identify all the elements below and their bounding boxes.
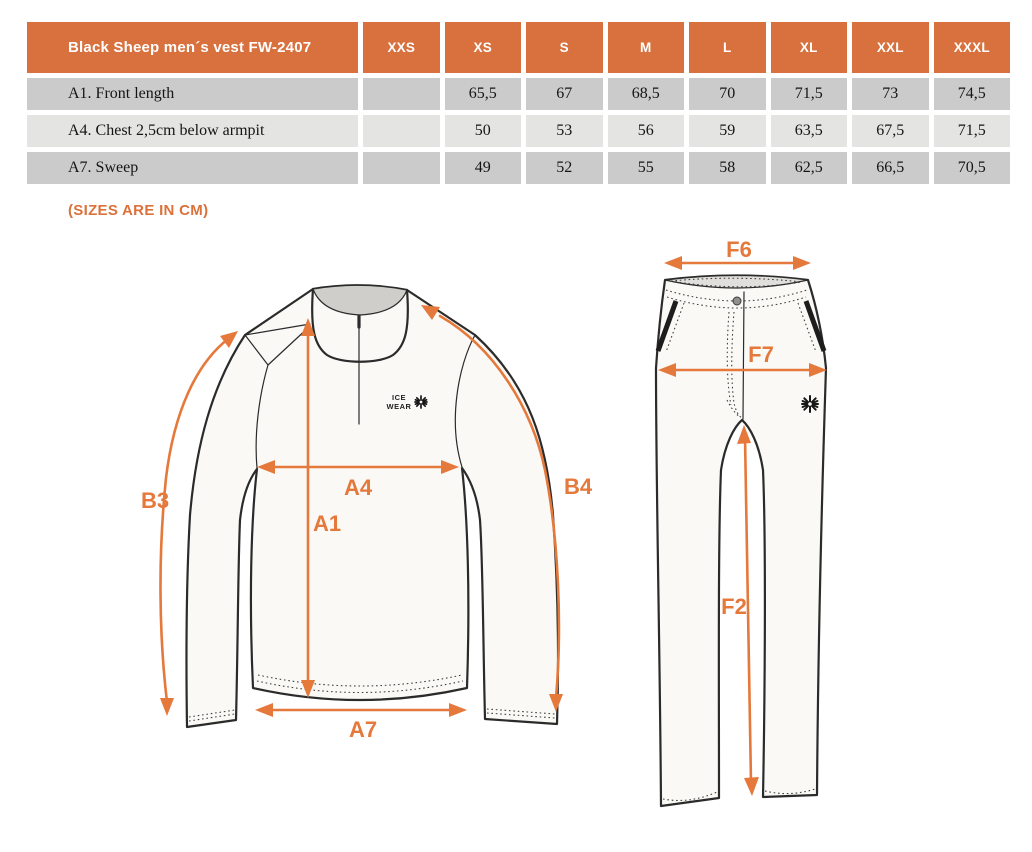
left-pocket-welt	[655, 300, 679, 352]
size-header-xxl: XXL	[852, 22, 929, 73]
size-header-xxs: XXS	[363, 22, 440, 73]
row-label: A4. Chest 2,5cm below armpit	[27, 115, 358, 147]
label-b3: B3	[141, 488, 169, 513]
table-cell: 71,5	[933, 115, 1010, 147]
size-header-xs: XS	[444, 22, 521, 73]
table-cell: 59	[689, 115, 766, 147]
icewear-logo: ICE WEAR	[387, 393, 428, 411]
table-header-row: Black Sheep men´s vest FW-2407 XXS XS S …	[27, 22, 1010, 73]
table-cell	[363, 152, 440, 184]
table-cell: 58	[689, 152, 766, 184]
label-f7: F7	[748, 342, 774, 367]
table-cell: 68,5	[607, 78, 684, 110]
pants-drawing: F6 F7 F2	[654, 237, 828, 808]
size-table: Black Sheep men´s vest FW-2407 XXS XS S …	[27, 22, 1010, 184]
label-a7: A7	[349, 717, 377, 742]
measure-f6: F6	[664, 237, 811, 270]
table-cell: 49	[444, 152, 521, 184]
table-cell: 62,5	[770, 152, 847, 184]
measure-f7: F7	[658, 342, 827, 377]
left-shoulder-seams	[244, 323, 311, 469]
label-f2: F2	[721, 594, 747, 619]
table-row-front-length: A1. Front length 65,5 67 68,5 70 71,5 73…	[27, 78, 1010, 110]
label-f6: F6	[726, 237, 752, 262]
table-cell: 71,5	[770, 78, 847, 110]
table-cell: 70	[689, 78, 766, 110]
row-label: A7. Sweep	[27, 152, 358, 184]
label-a1: A1	[313, 511, 341, 536]
sweater-drawing: ICE WEAR A4	[141, 284, 593, 742]
collar-outline	[311, 287, 409, 363]
measure-b4: B4	[421, 305, 593, 712]
logo-text-top: ICE	[392, 393, 406, 402]
collar-inside	[312, 284, 408, 316]
table-cell: 67,5	[852, 115, 929, 147]
size-header-l: L	[689, 22, 766, 73]
snowflake-icon	[801, 395, 819, 413]
table-cell: 52	[526, 152, 603, 184]
table-row-sweep: A7. Sweep 49 52 55 58 62,5 66,5 70,5	[27, 152, 1010, 184]
size-header-s: S	[526, 22, 603, 73]
size-header-xxxl: XXXL	[933, 22, 1010, 73]
measure-f2: F2	[721, 425, 759, 796]
table-cell: 56	[607, 115, 684, 147]
table-cell: 53	[526, 115, 603, 147]
waistband-seam-stitch	[665, 289, 808, 309]
pants-hem-stitching	[662, 788, 816, 801]
table-title: Black Sheep men´s vest FW-2407	[27, 22, 358, 73]
hem-stitching	[256, 674, 464, 693]
right-raglan-seam	[454, 334, 476, 468]
table-cell: 67	[526, 78, 603, 110]
table-cell: 65,5	[444, 78, 521, 110]
table-cell: 74,5	[933, 78, 1010, 110]
logo-text-bottom: WEAR	[387, 402, 412, 411]
cuff-stitching	[188, 708, 556, 722]
label-a4: A4	[344, 475, 373, 500]
pants-silhouette	[654, 274, 828, 808]
table-cell: 63,5	[770, 115, 847, 147]
row-label: A1. Front length	[27, 78, 358, 110]
waist-button	[732, 296, 742, 306]
snowflake-icon	[414, 395, 428, 409]
table-cell: 66,5	[852, 152, 929, 184]
waistband-inner-stitch	[670, 277, 803, 288]
fly-stitching	[726, 311, 743, 419]
table-cell: 73	[852, 78, 929, 110]
size-header-xl: XL	[770, 22, 847, 73]
label-b4: B4	[564, 474, 593, 499]
right-pocket-welt	[803, 300, 827, 352]
measure-a1: A1	[301, 318, 341, 698]
table-cell	[363, 115, 440, 147]
table-cell	[363, 78, 440, 110]
sizes-unit-note: (SIZES ARE IN CM)	[68, 202, 209, 219]
table-cell: 70,5	[933, 152, 1010, 184]
size-header-m: M	[607, 22, 684, 73]
measure-a4: A4	[257, 460, 459, 500]
table-row-chest: A4. Chest 2,5cm below armpit 50 53 56 59…	[27, 115, 1010, 147]
measure-b3: B3	[141, 331, 238, 716]
fly-line	[742, 291, 745, 420]
table-cell: 50	[444, 115, 521, 147]
sweater-silhouette	[185, 284, 560, 729]
table-cell: 55	[607, 152, 684, 184]
measure-a7: A7	[255, 703, 467, 742]
waistband-top	[664, 274, 809, 289]
